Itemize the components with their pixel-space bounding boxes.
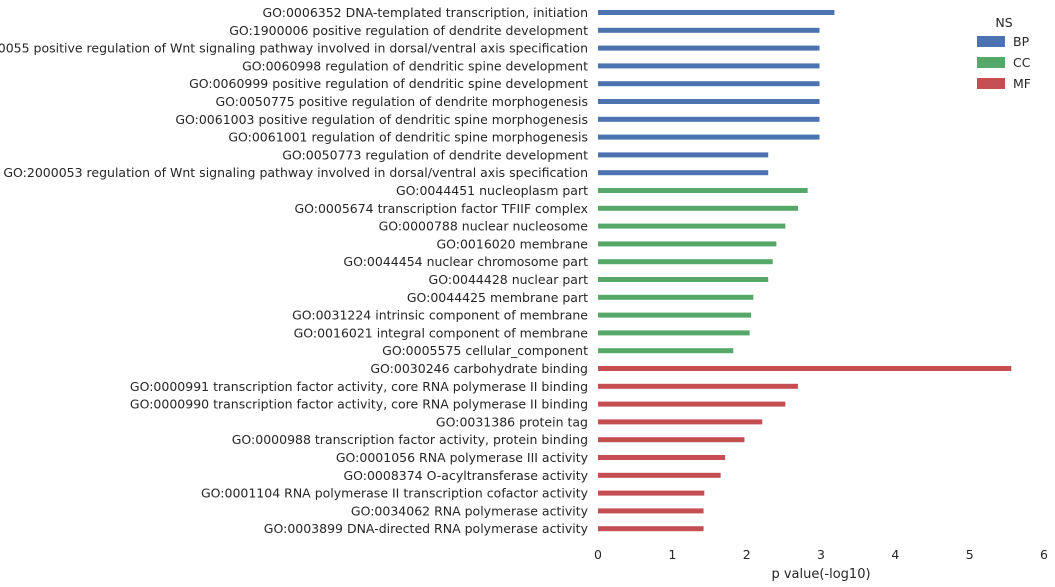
bar — [598, 348, 734, 354]
bar — [598, 312, 752, 318]
bar — [598, 45, 820, 51]
bar — [598, 188, 808, 193]
category-label: GO:0003899 DNA-directed RNA polymerase a… — [264, 521, 589, 536]
bar — [598, 10, 835, 15]
category-label: GO:0001104 RNA polymerase II transcripti… — [201, 486, 589, 501]
category-label: GO:0000991 transcription factor activity… — [130, 379, 588, 394]
category-label: GO:0050773 regulation of dendrite develo… — [282, 147, 588, 162]
category-label: GO:0016020 membrane — [436, 236, 588, 251]
category-label: GO:0044451 nucleoplasm part — [396, 183, 588, 198]
category-labels: GO:0006352 DNA-templated transcription, … — [0, 5, 589, 536]
category-label: GO:0044425 membrane part — [407, 290, 588, 305]
x-axis-ticks: 0 1 2 3 4 5 6 — [594, 547, 1048, 562]
category-label: GO:0031386 protein tag — [436, 414, 588, 429]
bar — [598, 401, 786, 407]
x-tick-label: 6 — [1040, 547, 1048, 562]
bar — [598, 27, 820, 33]
x-tick-label: 0 — [594, 547, 602, 562]
bar — [598, 205, 798, 211]
bar — [598, 472, 721, 478]
bar — [598, 241, 777, 247]
bar — [598, 99, 820, 104]
x-tick-label: 4 — [891, 547, 899, 562]
bar — [598, 170, 769, 176]
bar — [598, 419, 763, 425]
x-tick-label: 3 — [817, 547, 825, 562]
bars-layer — [598, 10, 1012, 532]
x-tick-label: 2 — [743, 547, 751, 562]
bar — [598, 490, 705, 496]
category-label: GO:0034062 RNA polymerase activity — [351, 503, 589, 518]
category-label: GO:0005575 cellular_component — [382, 343, 588, 358]
category-label: GO:0060999 positive regulation of dendri… — [189, 76, 588, 91]
bar — [598, 223, 786, 229]
bar — [598, 508, 704, 514]
legend-label: CC — [1013, 55, 1031, 70]
bar — [598, 134, 820, 140]
category-label: GO:0016021 integral component of membran… — [294, 325, 589, 340]
bar — [598, 455, 726, 460]
bar — [598, 63, 820, 69]
category-label: GO:1900006 positive regulation of dendri… — [229, 23, 588, 38]
category-label: GO:0000788 nuclear nucleosome — [379, 219, 589, 234]
x-axis-title: p value(-log10) — [771, 567, 870, 582]
category-label: GO:0031224 intrinsic component of membra… — [292, 308, 588, 323]
bar — [598, 437, 745, 443]
bar — [598, 277, 769, 282]
category-label: GO:0005674 transcription factor TFIIF co… — [294, 201, 588, 216]
legend-label: BP — [1013, 34, 1030, 49]
legend-label: MF — [1013, 76, 1031, 91]
legend-title: NS — [995, 15, 1012, 30]
legend: NS BP CC MF — [977, 15, 1031, 91]
category-label: GO:0050775 positive regulation of dendri… — [215, 94, 588, 109]
x-tick-label: 1 — [668, 547, 676, 562]
bar — [598, 152, 769, 158]
category-label: GO:0044454 nuclear chromosome part — [343, 254, 588, 269]
category-label: GO:0006352 DNA-templated transcription, … — [262, 5, 588, 20]
bar — [598, 330, 750, 336]
category-label: GO:0008374 O-acyltransferase activity — [343, 468, 588, 483]
category-label: GO:0060998 regulation of dendritic spine… — [242, 58, 588, 73]
bar — [598, 294, 754, 300]
category-label: GO:0061003 positive regulation of dendri… — [175, 112, 588, 127]
category-label: GO:0001056 RNA polymerase III activity — [336, 450, 589, 465]
category-label: GO:2000053 regulation of Wnt signaling p… — [3, 165, 588, 180]
legend-swatch — [977, 36, 1005, 47]
x-tick-label: 5 — [966, 547, 974, 562]
bar — [598, 366, 1012, 371]
bar — [598, 383, 798, 389]
legend-swatch — [977, 57, 1005, 68]
category-label: GO:2000055 positive regulation of Wnt si… — [0, 41, 588, 56]
category-label: GO:0044428 nuclear part — [429, 272, 589, 287]
category-label: GO:0061001 regulation of dendritic spine… — [228, 130, 588, 145]
category-label: GO:0030246 carbohydrate binding — [370, 361, 588, 376]
bar — [598, 81, 820, 87]
bar — [598, 259, 773, 265]
bar — [598, 526, 704, 532]
category-label: GO:0000988 transcription factor activity… — [232, 432, 588, 447]
category-label: GO:0000990 transcription factor activity… — [130, 397, 588, 412]
bar — [598, 116, 820, 122]
legend-swatch — [977, 78, 1005, 89]
